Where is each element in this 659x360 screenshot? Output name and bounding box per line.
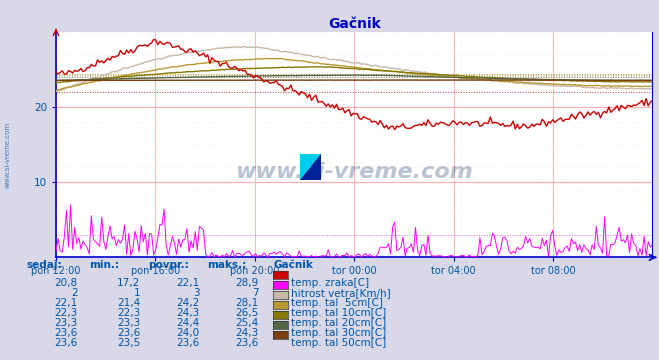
Text: 24,2: 24,2 xyxy=(177,298,200,308)
Text: 23,6: 23,6 xyxy=(117,328,140,338)
Text: 24,0: 24,0 xyxy=(177,328,200,338)
Text: 7: 7 xyxy=(252,288,259,298)
Text: 17,2: 17,2 xyxy=(117,278,140,288)
Text: www.si-vreme.com: www.si-vreme.com xyxy=(5,122,11,188)
Text: 2: 2 xyxy=(71,288,78,298)
Text: 24,4: 24,4 xyxy=(177,318,200,328)
Text: temp. tal 30cm[C]: temp. tal 30cm[C] xyxy=(291,328,387,338)
Polygon shape xyxy=(300,154,321,180)
Text: temp. tal 20cm[C]: temp. tal 20cm[C] xyxy=(291,318,387,328)
Text: Gačnik: Gačnik xyxy=(273,260,314,270)
Text: 20,8: 20,8 xyxy=(55,278,78,288)
Text: 21,4: 21,4 xyxy=(117,298,140,308)
Text: 3: 3 xyxy=(193,288,200,298)
Polygon shape xyxy=(300,154,321,180)
Text: sedaj:: sedaj: xyxy=(26,260,62,270)
Text: temp. tal  5cm[C]: temp. tal 5cm[C] xyxy=(291,298,384,308)
Text: 23,6: 23,6 xyxy=(55,338,78,348)
Text: 22,3: 22,3 xyxy=(117,308,140,318)
Text: temp. tal 10cm[C]: temp. tal 10cm[C] xyxy=(291,308,387,318)
Text: 22,3: 22,3 xyxy=(55,308,78,318)
Text: 23,3: 23,3 xyxy=(117,318,140,328)
Text: min.:: min.: xyxy=(89,260,119,270)
Text: 1: 1 xyxy=(134,288,140,298)
Text: 23,5: 23,5 xyxy=(117,338,140,348)
Text: 24,3: 24,3 xyxy=(236,328,259,338)
Text: 24,3: 24,3 xyxy=(177,308,200,318)
Text: 23,6: 23,6 xyxy=(55,328,78,338)
Text: 23,6: 23,6 xyxy=(236,338,259,348)
Text: 26,5: 26,5 xyxy=(236,308,259,318)
Text: temp. tal 50cm[C]: temp. tal 50cm[C] xyxy=(291,338,387,348)
Text: 28,9: 28,9 xyxy=(236,278,259,288)
Text: www.si-vreme.com: www.si-vreme.com xyxy=(235,162,473,182)
Text: 25,4: 25,4 xyxy=(236,318,259,328)
Text: 22,1: 22,1 xyxy=(55,298,78,308)
Text: maks.:: maks.: xyxy=(208,260,247,270)
Title: Gačnik: Gačnik xyxy=(328,17,381,31)
Text: hitrost vetra[Km/h]: hitrost vetra[Km/h] xyxy=(291,288,391,298)
Text: povpr.:: povpr.: xyxy=(148,260,189,270)
Text: 22,1: 22,1 xyxy=(177,278,200,288)
Text: 28,1: 28,1 xyxy=(236,298,259,308)
Text: temp. zraka[C]: temp. zraka[C] xyxy=(291,278,370,288)
Text: 23,3: 23,3 xyxy=(55,318,78,328)
Text: 23,6: 23,6 xyxy=(177,338,200,348)
